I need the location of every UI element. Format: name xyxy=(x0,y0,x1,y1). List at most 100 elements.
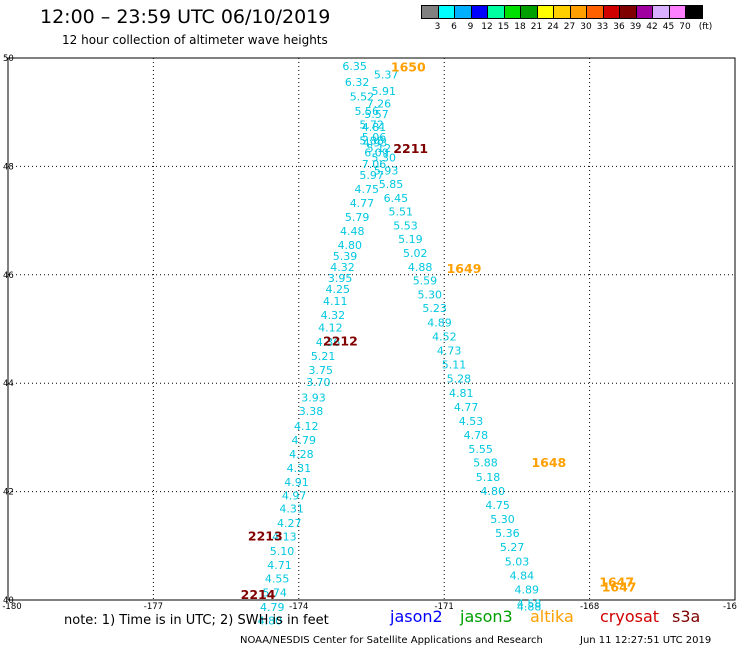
wave-height-value: 4.97 xyxy=(282,490,307,503)
wave-height-value: 4.81 xyxy=(362,121,387,134)
wave-height-value: 4.32 xyxy=(330,261,355,274)
color-scale-label: 6 xyxy=(451,22,457,32)
color-scale-label: 36 xyxy=(613,22,625,32)
color-scale-label: 15 xyxy=(497,22,510,32)
pass-number-label: 2211 xyxy=(393,141,428,156)
color-scale-label: 33 xyxy=(596,22,609,32)
color-scale-labels: 3 6 9 12 15 18 21 24 27 30 33 36 39 42 45 70 (ft) xyxy=(421,22,740,34)
wave-height-value: 4.12 xyxy=(294,420,319,433)
color-scale-bar xyxy=(421,5,703,21)
wave-height-value: 5.30 xyxy=(418,289,443,302)
latitude-tick-label: 48 xyxy=(3,162,14,172)
wave-height-value: 4.13 xyxy=(272,530,297,543)
wave-height-value: 4.93 xyxy=(363,136,388,149)
latitude-tick-label: 50 xyxy=(3,54,14,64)
wave-height-value: 4.89 xyxy=(514,583,539,596)
wave-height-value: 5.59 xyxy=(413,275,438,288)
wave-height-value: 5.06 xyxy=(362,131,387,144)
wave-height-value: 4.75 xyxy=(485,499,510,512)
wave-height-value: 5.88 xyxy=(359,135,384,148)
wave-height-value: 5.56 xyxy=(355,105,380,118)
wave-height-value: 5.12 xyxy=(367,142,392,155)
wave-height-value: 5.03 xyxy=(505,555,530,568)
wave-height-value: 4.28 xyxy=(289,448,314,461)
wave-height-value: 7.26 xyxy=(367,97,392,110)
credit-line: NOAA/NESDIS Center for Satellite Applica… xyxy=(240,635,543,646)
legend-cryosat: cryosat xyxy=(600,607,660,626)
color-scale-label: 45 xyxy=(662,22,675,32)
wave-height-value: 5.10 xyxy=(270,545,295,558)
wave-height-value: 7.06 xyxy=(362,158,387,171)
map-subtitle: 12 hour collection of altimeter wave hei… xyxy=(62,33,328,47)
latitude-tick-label: 40 xyxy=(3,596,14,606)
pass-number-label: 1649 xyxy=(447,261,482,276)
legend-altika: altika xyxy=(530,607,574,626)
wave-height-value: 6.09 xyxy=(364,147,389,160)
wave-height-value: 5.85 xyxy=(379,178,404,191)
wave-height-value: 5.28 xyxy=(447,373,472,386)
legend-jason3: jason3 xyxy=(460,607,513,626)
wave-height-value: 4.31 xyxy=(287,462,312,475)
color-scale-label: 30 xyxy=(580,22,592,32)
wave-height-value: 5.52 xyxy=(350,90,375,103)
color-scale-label: 27 xyxy=(563,22,576,32)
wave-height-value: 5.91 xyxy=(372,85,397,98)
wave-height-value: 4.88 xyxy=(517,600,542,613)
units-note: note: 1) Time is in UTC; 2) SWH is in fe… xyxy=(64,613,329,628)
axis-labels: -180 -177 -174 -171 -168 -16 40 42 44 46 48 50 xyxy=(2,54,737,612)
wave-height-value: 5.88 xyxy=(473,457,498,470)
color-scale-label: 18 xyxy=(514,22,526,32)
wave-height-value: 5.72 xyxy=(359,118,384,131)
wave-height-value: 4.80 xyxy=(338,239,363,252)
color-scale-unit: (ft) xyxy=(698,22,713,32)
wave-height-value: 4.79 xyxy=(260,601,285,614)
wave-height-value: 4.79 xyxy=(292,434,317,447)
wave-height-value: 5.18 xyxy=(476,471,501,484)
wave-height-value: 4.81 xyxy=(449,387,474,400)
wave-height-value: 5.79 xyxy=(345,211,370,224)
wave-height-value: 5.21 xyxy=(311,350,336,363)
pass-number-label: 1650 xyxy=(391,60,426,75)
longitude-tick-label: -16 xyxy=(723,602,737,612)
pass-number-label: 1648 xyxy=(531,455,566,470)
map-title: 12:00 – 23:59 UTC 06/10/2019 xyxy=(40,6,331,28)
longitude-tick-label: -177 xyxy=(144,602,163,612)
wave-height-value: 5.97 xyxy=(359,169,384,182)
wave-height-value: 4.12 xyxy=(318,322,343,335)
wave-height-value: 3.38 xyxy=(299,405,324,418)
wave-height-value: 4.48 xyxy=(340,225,365,238)
wave-height-value: 3.93 xyxy=(301,392,326,405)
map-frame xyxy=(7,57,736,601)
wave-height-value: 5.23 xyxy=(422,302,447,315)
latitude-tick-label: 46 xyxy=(3,271,14,281)
wave-height-value: 5.11 xyxy=(442,359,467,372)
wave-height-value: 3.70 xyxy=(306,376,331,389)
wave-height-value: 4.89 xyxy=(427,316,452,329)
wave-height-value: 4.52 xyxy=(432,330,457,343)
pass-number-label: 2214 xyxy=(241,587,276,602)
color-swatch xyxy=(685,5,703,19)
latitude-tick-label: 44 xyxy=(3,379,14,389)
longitude-tick-label: -174 xyxy=(289,602,308,612)
wave-height-value: 6.32 xyxy=(345,76,370,89)
wave-height-value: 4.25 xyxy=(325,283,350,296)
wave-height-value: 4.36 xyxy=(316,336,341,349)
wave-height-value: 5.19 xyxy=(398,233,423,246)
wave-height-value: 5.53 xyxy=(393,219,418,232)
wave-height-value: 4.80 xyxy=(258,614,283,627)
wave-height-values: 6.35 6.325.52 5.565.725.064.936.097.065.97… xyxy=(258,60,542,627)
longitude-tick-label: -168 xyxy=(580,602,599,612)
wave-height-value: 4.80 xyxy=(481,485,506,498)
pass-number-label: 1647 xyxy=(602,579,637,594)
wave-height-value: 4.53 xyxy=(459,415,484,428)
wave-height-value: 4.55 xyxy=(265,573,290,586)
wave-height-value: 5.27 xyxy=(500,541,524,554)
pass-number-label: 2213 xyxy=(248,528,283,543)
longitude-tick-label: -180 xyxy=(2,602,21,612)
wave-height-value: 4.32 xyxy=(321,309,346,322)
wave-height-value: 4.75 xyxy=(355,183,380,196)
wave-height-value: 4.78 xyxy=(464,429,489,442)
pass-number-label: 1647 xyxy=(599,574,634,589)
